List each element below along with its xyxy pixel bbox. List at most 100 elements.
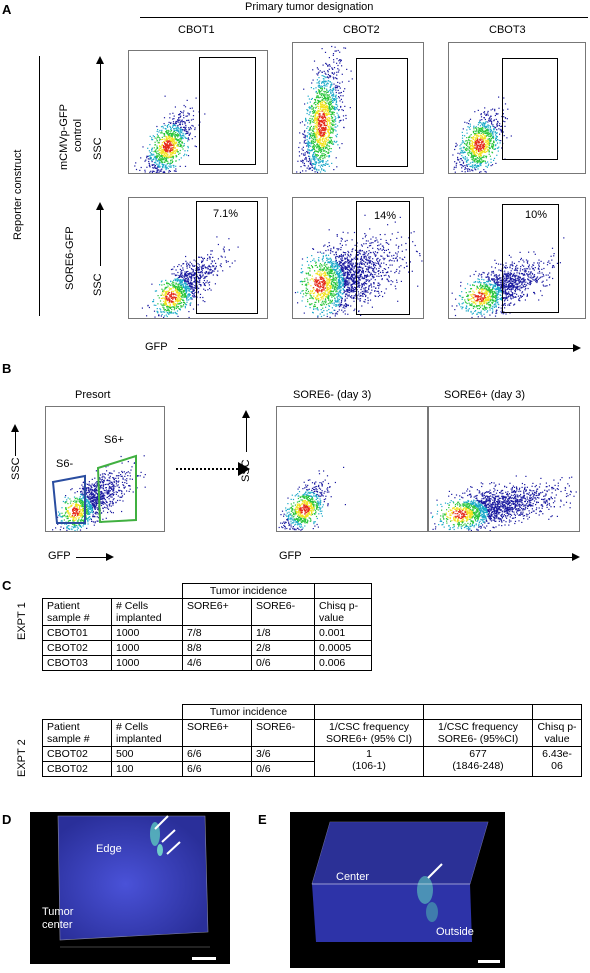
arrow-2 [161,829,176,843]
column-label-cbot3: CBOT3 [489,24,526,36]
gate-s6-negative-label: S6- [56,458,74,470]
ssc-label-row2: SSC [92,273,104,296]
expt2-h-cells: # Cells implanted [111,719,183,747]
cell: 1000 [111,640,183,656]
scale-bar-e [478,960,500,963]
scale-bar-d [192,957,216,960]
expt2-h-freq-neg: 1/CSC frequency SORE6- (95%CI) [423,719,533,747]
freq-pos-value: 1 [366,748,372,760]
microscopy-image-d [30,812,230,964]
scatter-layer [296,45,353,173]
ssc-arrow-row2 [100,206,101,266]
gate-s6-negative [51,474,86,524]
cell: 0/6 [251,761,315,777]
ssc-arrowhead-b2 [242,410,250,418]
gfp-arrow-b2 [310,557,572,558]
cell: 1000 [111,625,183,641]
panel-c-letter: C [2,578,12,593]
table-row: CBOT02 500 6/6 3/6 1 (106-1) 677 (1846-2… [42,746,582,777]
row-label-sore6: SORE6-GFP [64,226,76,290]
dotted-arrowhead [238,462,250,476]
gate-s6-positive [96,454,137,524]
scatter-layer [134,95,206,173]
presort-gates [51,454,137,524]
gfp-gate-control-cbot2 [356,58,408,167]
gfp-gate-sore6-cbot1 [196,201,258,314]
reporter-construct-label: Reporter construct [12,149,24,240]
header-rule [140,17,588,18]
cell: 100 [111,761,183,777]
expt1-h-sore6neg: SORE6- [251,598,315,626]
expt1-h-patient: Patient sample # [42,598,112,626]
flow-plot-sore6-cbot3 [448,197,586,319]
ssc-label-b1: SSC [10,457,22,480]
flow-plot-sore6pos-day3 [428,406,580,532]
ssc-label-row1: SSC [92,137,104,160]
cell: 7/8 [182,625,252,641]
gfp-gate-control-cbot1 [199,57,256,165]
arrow-e [427,863,443,879]
gfp-gate-sore6-cbot2 [356,201,410,315]
freq-neg-cell: 677 (1846-248) [423,746,533,777]
expt2-h-freq-pos: 1/CSC frequency SORE6+ (95% CI) [314,719,424,747]
gfp-label-a: GFP [145,341,168,353]
ssc-arrowhead-b1 [11,424,19,432]
freq-neg-ci: (1846-248) [452,760,504,772]
flow-plot-sore6-cbot1 [128,197,268,319]
panel-b-letter: B [2,361,12,376]
panel-a-letter: A [2,2,12,17]
percent-cbot2: 14% [374,210,397,222]
table-row: CBOT02 100 6/6 0/6 [42,761,582,777]
ssc-arrow-b2 [246,414,247,452]
panel-a-header: Primary tumor designation [245,1,374,13]
expt2-h-sore6neg: SORE6- [251,719,315,747]
column-label-cbot1: CBOT1 [178,24,215,36]
panel-e-letter: E [258,812,267,827]
ssc-arrow-row1 [100,60,101,130]
cell: 4/6 [182,655,252,671]
expt2-table: Tumor incidence Patient sample # # Cells… [42,704,582,777]
scatter-layer [452,96,512,173]
flow-plot-sore6neg-day3 [276,406,428,532]
row-label-control-1: mCMVp-GFP [58,104,70,170]
percent-cbot3: 10% [525,209,548,221]
table-row: CBOT01 1000 7/8 1/8 0.001 [42,625,372,641]
scatter-layer [294,214,423,318]
cell: CBOT02 [42,761,112,777]
cell: CBOT02 [42,640,112,656]
sore6neg-title: SORE6- (day 3) [293,389,372,401]
outside-label: Outside [436,926,474,938]
flow-plot-control-cbot3 [448,42,586,174]
cell: 0.0005 [314,640,372,656]
cell: 0.001 [314,625,372,641]
tumor-center-label: Tumor center [42,906,74,931]
cell: CBOT01 [42,625,112,641]
expt1-table: Tumor incidence Patient sample # # Cells… [42,583,372,671]
gfp-arrowhead-b1 [106,553,114,561]
cell: 6/6 [182,746,252,762]
expt1-h-pvalue: Chisq p-value [314,598,372,626]
flow-plot-sore6-cbot2 [292,197,424,319]
microscopy-image-e [290,812,505,968]
ssc-label-b2: SSC [240,459,252,482]
cell: 0/6 [251,655,315,671]
edge-label: Edge [96,843,122,855]
flow-plot-control-cbot2 [292,42,424,174]
freq-pos-ci: (106-1) [352,760,386,772]
tumor-incidence-header-1: Tumor incidence [182,583,315,599]
expt1-h-cells: # Cells implanted [111,598,183,626]
gfp-arrow-a [178,348,573,349]
ssc-arrowhead-row1 [96,56,104,64]
gfp-gate-sore6-cbot3 [502,204,559,313]
percent-cbot1: 7.1% [213,208,239,220]
cell: 8/8 [182,640,252,656]
arrow-1 [154,815,169,830]
center-label: Center [336,871,370,883]
cell: 6/6 [182,761,252,777]
ssc-arrowhead-row2 [96,202,104,210]
gfp-arrowhead-b2 [572,553,580,561]
cell: 1000 [111,655,183,671]
table-row: CBOT03 1000 4/6 0/6 0.006 [42,655,372,671]
ssc-arrow-b1 [15,428,16,456]
expt2-h-sore6pos: SORE6+ [182,719,252,747]
